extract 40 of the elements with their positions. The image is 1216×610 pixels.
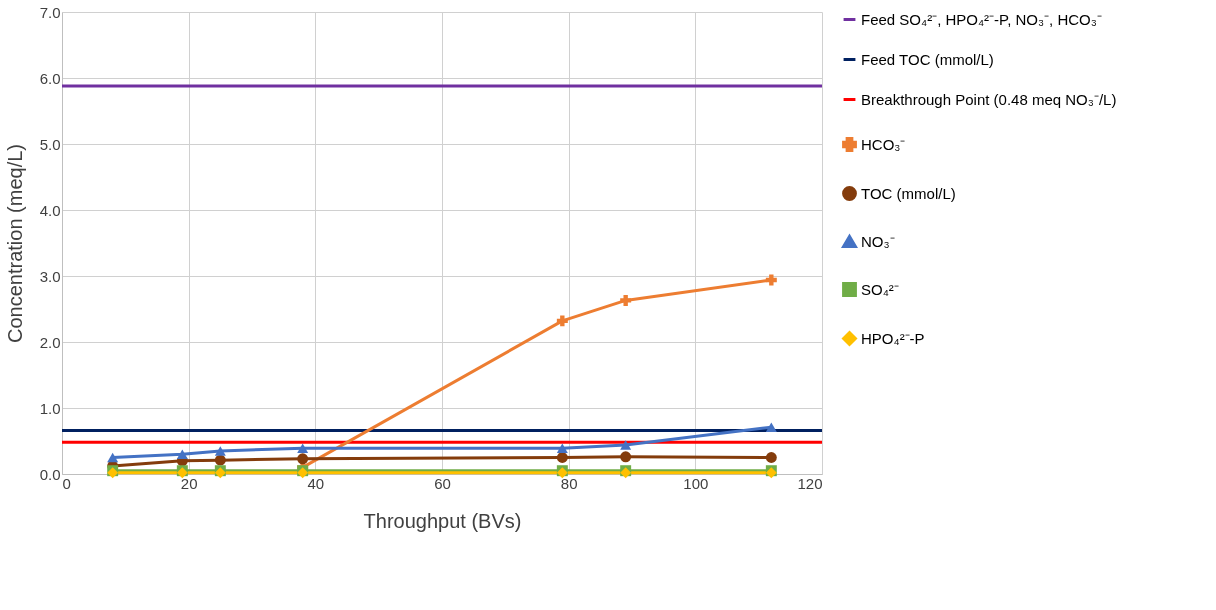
y-tick-label: 2.0 — [39, 333, 61, 351]
legend-label: Feed TOC (mmol/L) — [861, 50, 994, 68]
point — [620, 440, 632, 450]
x-tick-label: 40 — [307, 474, 325, 492]
point — [765, 274, 777, 286]
legend-label: SO₄²⁻ — [861, 280, 899, 298]
y-tick-label: 7.0 — [39, 3, 61, 21]
point — [765, 452, 777, 463]
x-tick-label: 100 — [683, 474, 709, 492]
y-tick-label: 0.0 — [39, 465, 61, 483]
y-tick-label: 4.0 — [39, 201, 61, 219]
x-tick-label: 20 — [180, 474, 198, 492]
y-tick-label: 3.0 — [39, 267, 61, 285]
point — [620, 294, 632, 306]
legend-label: Feed SO₄²⁻, HPO₄²⁻-P, NO₃⁻, HCO₃⁻ — [861, 10, 1102, 28]
y-axis-title: Concentration (meq/L) — [3, 144, 26, 343]
legend-label: NO₃⁻ — [861, 232, 895, 250]
point — [214, 446, 226, 456]
x-tick-label: 0 — [62, 474, 71, 492]
point — [297, 453, 309, 465]
legend-label: HCO₃⁻ — [861, 135, 906, 153]
point — [556, 315, 568, 327]
x-tick-label: 120 — [797, 474, 823, 492]
point — [556, 443, 568, 453]
x-axis-title: Throughput (BVs) — [363, 509, 522, 532]
y-tick-label: 5.0 — [39, 135, 61, 153]
point — [556, 452, 568, 463]
x-tick-label: 60 — [434, 474, 451, 492]
legend-label: TOC (mmol/L) — [861, 184, 956, 202]
point — [620, 451, 632, 463]
legend-label: HPO₄²⁻-P — [861, 329, 925, 347]
point — [297, 443, 309, 453]
point — [107, 452, 119, 463]
y-tick-label: 6.0 — [39, 69, 61, 87]
point — [214, 454, 226, 466]
point — [176, 449, 188, 459]
y-tick-label: 1.0 — [39, 399, 61, 417]
point — [765, 422, 777, 432]
legend-label: Breakthrough Point (0.48 meq NO₃⁻/L) — [861, 90, 1117, 108]
x-tick-label: 80 — [560, 474, 578, 492]
